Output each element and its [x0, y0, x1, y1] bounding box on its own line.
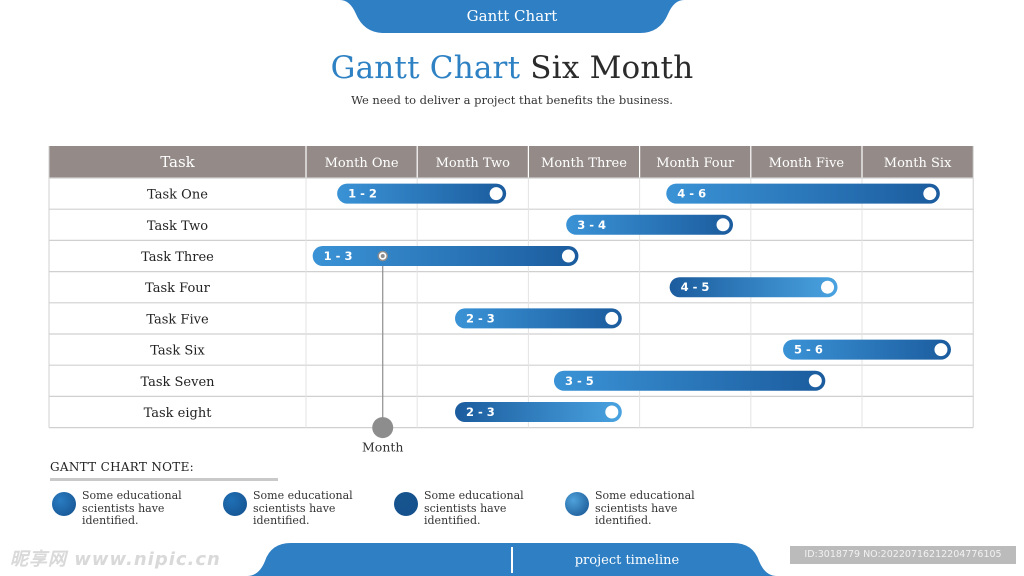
- task-name: Task Six: [150, 344, 205, 359]
- task-name: Task Five: [146, 312, 209, 327]
- page-title: Gantt Chart Six Month: [0, 50, 1024, 86]
- gantt-bar-end-dot: [808, 374, 822, 388]
- note-text: Some educational scientists have identif…: [424, 489, 524, 527]
- gantt-bar-label: 2 - 3: [466, 405, 495, 419]
- page-subtitle: We need to deliver a project that benefi…: [351, 93, 673, 107]
- task-name: Task Seven: [140, 375, 215, 390]
- note-dot-icon: [394, 492, 418, 516]
- note-text: Some educational scientists have identif…: [82, 489, 182, 527]
- marker-top-dot-center: [380, 254, 385, 258]
- note-text: Some educational scientists have identif…: [595, 489, 695, 527]
- gantt-bar: [669, 277, 838, 298]
- note-item: Some educational scientists have identif…: [565, 489, 715, 530]
- gantt-bar-label: 4 - 5: [681, 280, 710, 294]
- note-item: Some educational scientists have identif…: [223, 489, 373, 530]
- gantt-bar: [553, 370, 826, 391]
- gantt-bar-end-dot: [561, 249, 575, 263]
- notes-title: GANTT CHART NOTE:: [50, 460, 194, 474]
- task-name: Task Two: [147, 219, 208, 234]
- top-tab-shape: [340, 0, 684, 33]
- gantt-bar-end-dot: [923, 187, 937, 201]
- header-row: [49, 146, 974, 178]
- task-name: Task eight: [144, 406, 213, 421]
- gantt-bar-end-dot: [821, 280, 835, 294]
- task-name: Task Three: [141, 250, 214, 265]
- gantt-bar-end-dot: [489, 187, 503, 201]
- gantt-bar: [566, 214, 734, 235]
- header-month-label: Month Three: [541, 156, 627, 171]
- header-month-label: Month Four: [656, 156, 735, 171]
- gantt-bar: [455, 308, 622, 329]
- watermark-id: ID:3018779 NO:20220716212204776105: [790, 546, 1016, 564]
- gantt-bar: [312, 246, 579, 266]
- gantt-bar: [337, 183, 507, 204]
- gantt-bar-label: 1 - 3: [324, 249, 353, 263]
- footer-label: project timeline: [574, 553, 680, 568]
- header-month-label: Month Six: [884, 156, 952, 171]
- gantt-bar-label: 5 - 6: [794, 343, 823, 357]
- notes-underline: [50, 478, 278, 481]
- gantt-bar-end-dot: [605, 311, 619, 325]
- header-task-label: Task: [160, 153, 195, 171]
- note-dot-icon: [565, 492, 589, 516]
- gantt-bar-label: 1 - 2: [348, 187, 377, 201]
- watermark-logo: 昵享网 www.nipic.cn: [10, 549, 221, 570]
- gantt-bar-label: 3 - 5: [565, 374, 594, 388]
- gantt-bar-end-dot: [934, 343, 948, 357]
- gantt-bar: [666, 183, 940, 204]
- header-month-label: Month One: [325, 156, 399, 171]
- header-month-label: Month Two: [436, 156, 511, 171]
- marker-bottom-dot: [372, 417, 394, 439]
- note-item: Some educational scientists have identif…: [52, 489, 202, 530]
- marker-label: Month: [362, 440, 403, 455]
- header-month-label: Month Five: [769, 156, 845, 171]
- gantt-bar: [455, 402, 622, 422]
- title-accent: Gantt Chart: [330, 50, 521, 86]
- note-text: Some educational scientists have identif…: [253, 489, 353, 527]
- gantt-bar: [783, 339, 951, 360]
- task-name: Task Four: [145, 281, 211, 296]
- note-dot-icon: [223, 492, 247, 516]
- note-dot-icon: [52, 492, 76, 516]
- bottom-tab-shape: [247, 543, 777, 576]
- gantt-bar-label: 4 - 6: [677, 187, 706, 201]
- gantt-bar-end-dot: [605, 405, 619, 419]
- top-tab-label: Gantt Chart: [466, 7, 558, 25]
- note-item: Some educational scientists have identif…: [394, 489, 544, 530]
- gantt-bar-label: 2 - 3: [466, 311, 495, 325]
- title-rest: Six Month: [530, 50, 694, 86]
- gantt-bar-end-dot: [716, 218, 730, 232]
- task-name: Task One: [147, 188, 208, 203]
- gantt-bar-label: 3 - 4: [577, 218, 606, 232]
